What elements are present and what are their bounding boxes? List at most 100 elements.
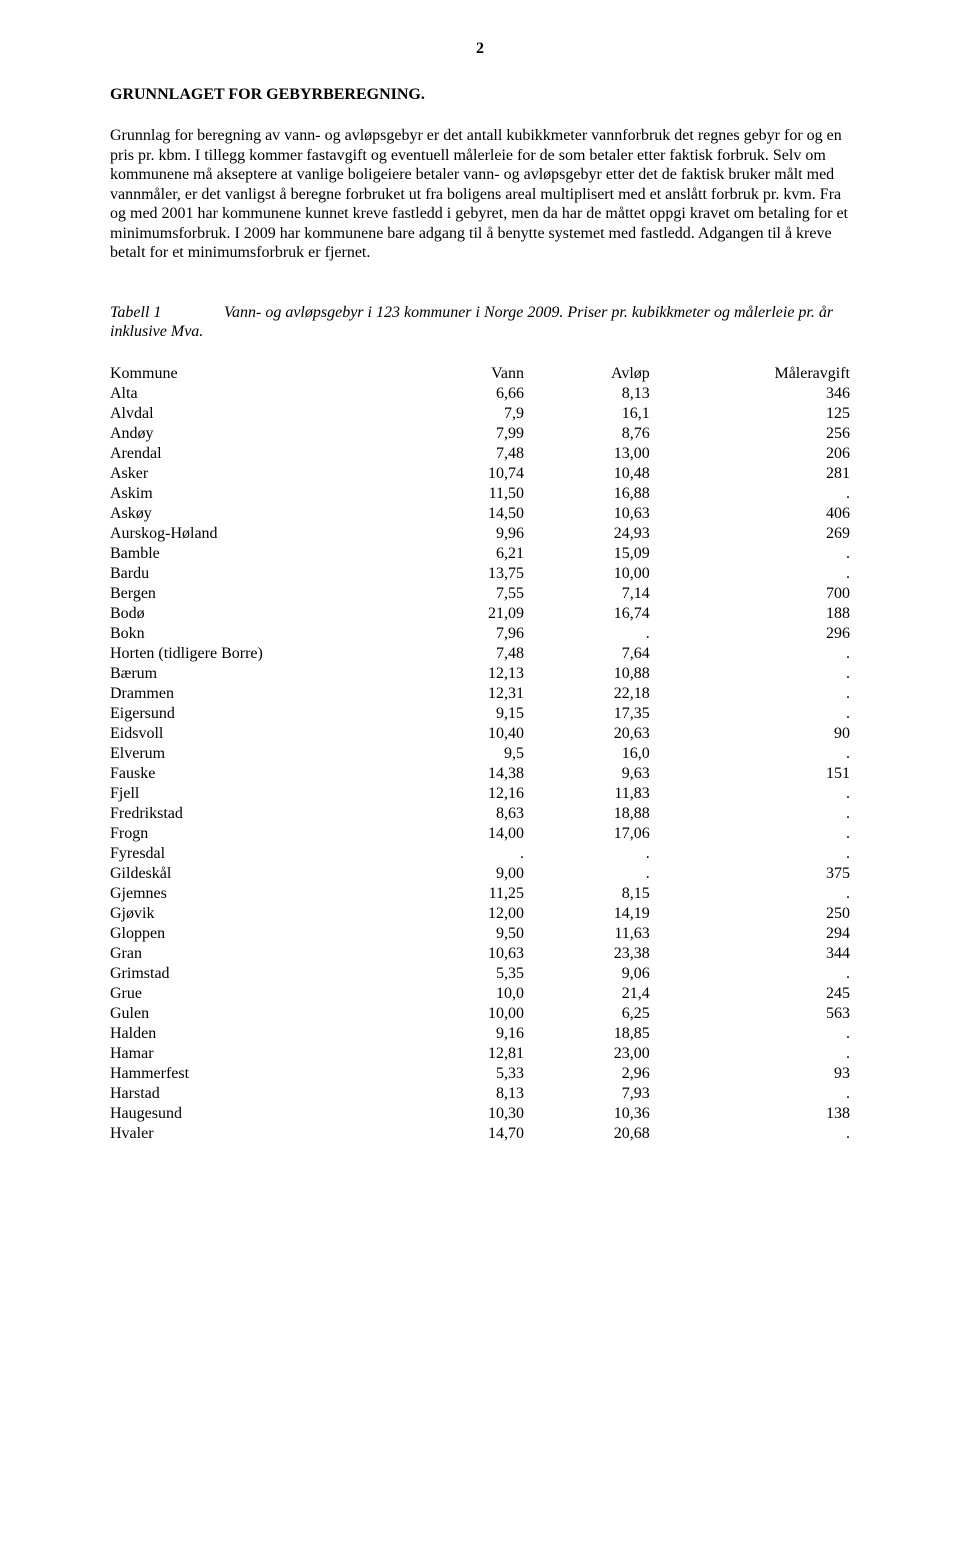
table-caption: Tabell 1 Vann- og avløpsgebyr i 123 komm… — [110, 303, 850, 342]
cell-avlop: 20,63 — [554, 724, 680, 744]
table-row: Eigersund9,1517,35. — [110, 704, 850, 724]
cell-avlop: 9,06 — [554, 964, 680, 984]
cell-kommune: Andøy — [110, 424, 428, 444]
cell-vann: 5,33 — [428, 1064, 554, 1084]
cell-vann: 11,25 — [428, 884, 554, 904]
cell-kommune: Alta — [110, 384, 428, 404]
cell-kommune: Eidsvoll — [110, 724, 428, 744]
cell-avgift: 281 — [680, 464, 850, 484]
cell-avgift: 90 — [680, 724, 850, 744]
cell-avgift: 700 — [680, 584, 850, 604]
cell-vann: 7,96 — [428, 624, 554, 644]
cell-kommune: Bokn — [110, 624, 428, 644]
cell-avlop: 2,96 — [554, 1064, 680, 1084]
cell-avgift: 206 — [680, 444, 850, 464]
cell-avgift: 151 — [680, 764, 850, 784]
table-row: Bokn7,96.296 — [110, 624, 850, 644]
table-row: Gildeskål9,00.375 — [110, 864, 850, 884]
cell-kommune: Aurskog-Høland — [110, 524, 428, 544]
cell-vann: 8,13 — [428, 1084, 554, 1104]
cell-vann: 21,09 — [428, 604, 554, 624]
cell-vann: 12,81 — [428, 1044, 554, 1064]
table-row: Gloppen9,5011,63294 — [110, 924, 850, 944]
cell-avgift: . — [680, 1124, 850, 1144]
cell-vann: 9,00 — [428, 864, 554, 884]
table-row: Bergen7,557,14700 — [110, 584, 850, 604]
cell-avlop: 8,13 — [554, 384, 680, 404]
cell-avlop: 23,00 — [554, 1044, 680, 1064]
table-row: Bodø21,0916,74188 — [110, 604, 850, 624]
cell-avlop: 17,35 — [554, 704, 680, 724]
cell-vann: 6,66 — [428, 384, 554, 404]
cell-avlop: 15,09 — [554, 544, 680, 564]
table-row: Fredrikstad8,6318,88. — [110, 804, 850, 824]
cell-avgift: . — [680, 964, 850, 984]
table-row: Aurskog-Høland9,9624,93269 — [110, 524, 850, 544]
cell-avgift: . — [680, 824, 850, 844]
table-row: Fauske14,389,63151 — [110, 764, 850, 784]
cell-avlop: . — [554, 864, 680, 884]
table-row: Eidsvoll10,4020,6390 — [110, 724, 850, 744]
cell-vann: 12,31 — [428, 684, 554, 704]
table-row: Gulen10,006,25563 — [110, 1004, 850, 1024]
table-row: Gjemnes11,258,15. — [110, 884, 850, 904]
table-row: Drammen12,3122,18. — [110, 684, 850, 704]
table-row: Grue10,021,4245 — [110, 984, 850, 1004]
cell-vann: 10,63 — [428, 944, 554, 964]
cell-kommune: Frogn — [110, 824, 428, 844]
cell-avlop: 8,15 — [554, 884, 680, 904]
document-page: 2 GRUNNLAGET FOR GEBYRBEREGNING. Grunnla… — [0, 0, 960, 1184]
cell-kommune: Hvaler — [110, 1124, 428, 1144]
cell-kommune: Fredrikstad — [110, 804, 428, 824]
table-row: Hvaler14,7020,68. — [110, 1124, 850, 1144]
cell-avlop: . — [554, 844, 680, 864]
cell-avgift: . — [680, 544, 850, 564]
cell-vann: 10,30 — [428, 1104, 554, 1124]
table-row: Hamar12,8123,00. — [110, 1044, 850, 1064]
cell-vann: 6,21 — [428, 544, 554, 564]
cell-vann: 7,48 — [428, 444, 554, 464]
cell-vann: 13,75 — [428, 564, 554, 584]
cell-avlop: 7,14 — [554, 584, 680, 604]
cell-vann: 9,96 — [428, 524, 554, 544]
cell-vann: 14,00 — [428, 824, 554, 844]
cell-avgift: 138 — [680, 1104, 850, 1124]
table-row: Askøy14,5010,63406 — [110, 504, 850, 524]
cell-avlop: 23,38 — [554, 944, 680, 964]
cell-kommune: Askøy — [110, 504, 428, 524]
cell-avlop: 10,63 — [554, 504, 680, 524]
cell-avgift: 256 — [680, 424, 850, 444]
cell-avlop: 8,76 — [554, 424, 680, 444]
table-row: Andøy7,998,76256 — [110, 424, 850, 444]
cell-avgift: 93 — [680, 1064, 850, 1084]
table-row: Arendal7,4813,00206 — [110, 444, 850, 464]
cell-vann: 10,40 — [428, 724, 554, 744]
table-row: Grimstad5,359,06. — [110, 964, 850, 984]
cell-kommune: Drammen — [110, 684, 428, 704]
cell-avlop: 20,68 — [554, 1124, 680, 1144]
cell-avlop: 10,36 — [554, 1104, 680, 1124]
table-row: Gjøvik12,0014,19250 — [110, 904, 850, 924]
cell-avlop: 16,1 — [554, 404, 680, 424]
cell-avlop: 16,0 — [554, 744, 680, 764]
table-row: Askim11,5016,88. — [110, 484, 850, 504]
cell-kommune: Hamar — [110, 1044, 428, 1064]
cell-vann: 12,00 — [428, 904, 554, 924]
cell-kommune: Harstad — [110, 1084, 428, 1104]
table-row: Asker10,7410,48281 — [110, 464, 850, 484]
cell-kommune: Gran — [110, 944, 428, 964]
cell-vann: 11,50 — [428, 484, 554, 504]
cell-kommune: Gjemnes — [110, 884, 428, 904]
cell-avgift: 296 — [680, 624, 850, 644]
cell-kommune: Fjell — [110, 784, 428, 804]
cell-vann: . — [428, 844, 554, 864]
table-row: Halden9,1618,85. — [110, 1024, 850, 1044]
col-header-vann: Vann — [428, 364, 554, 384]
col-header-kommune: Kommune — [110, 364, 428, 384]
cell-vann: 7,99 — [428, 424, 554, 444]
cell-kommune: Eigersund — [110, 704, 428, 724]
cell-vann: 7,9 — [428, 404, 554, 424]
cell-kommune: Bamble — [110, 544, 428, 564]
table-row: Bærum12,1310,88. — [110, 664, 850, 684]
cell-avlop: 10,48 — [554, 464, 680, 484]
